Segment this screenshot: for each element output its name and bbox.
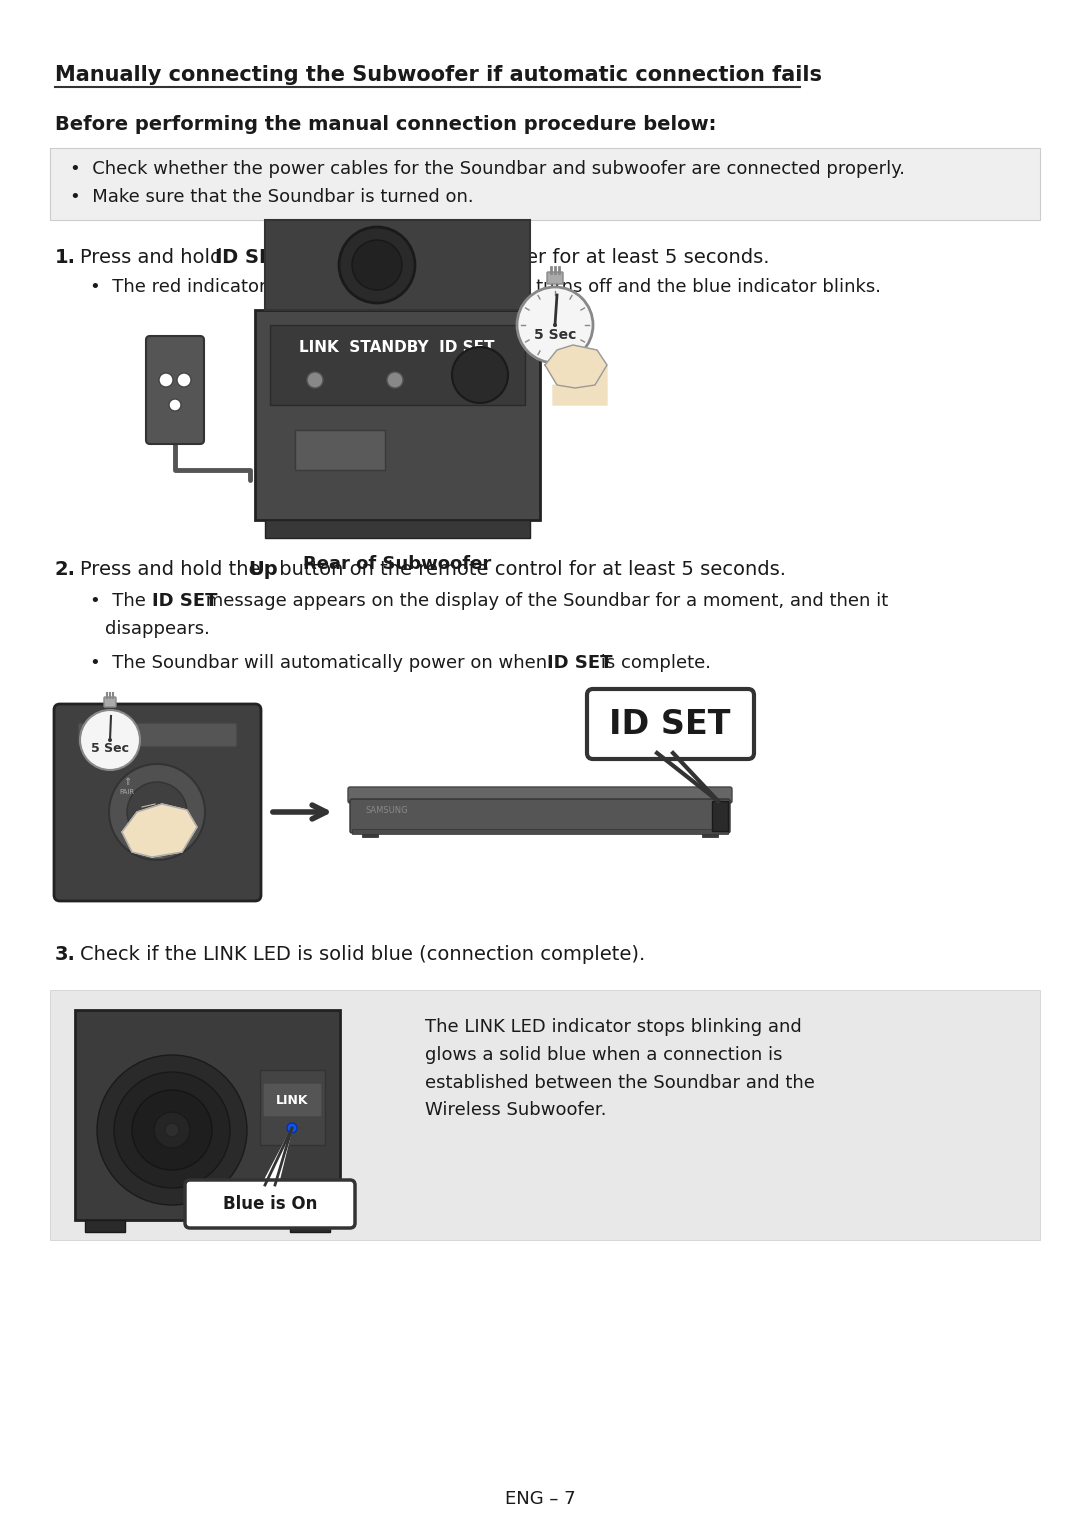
Polygon shape bbox=[657, 754, 718, 801]
Text: Press and hold the: Press and hold the bbox=[80, 561, 267, 579]
Text: SAMSUNG: SAMSUNG bbox=[365, 806, 407, 815]
Text: Before performing the manual connection procedure below:: Before performing the manual connection … bbox=[55, 115, 716, 133]
Text: The LINK LED indicator stops blinking and
glows a solid blue when a connection i: The LINK LED indicator stops blinking an… bbox=[426, 1017, 815, 1120]
FancyBboxPatch shape bbox=[85, 1219, 125, 1232]
FancyBboxPatch shape bbox=[352, 829, 728, 833]
Text: Up: Up bbox=[248, 561, 278, 579]
FancyBboxPatch shape bbox=[255, 309, 540, 519]
Circle shape bbox=[108, 738, 112, 741]
Text: Press and hold: Press and hold bbox=[80, 248, 229, 267]
Circle shape bbox=[159, 372, 173, 388]
Circle shape bbox=[165, 1123, 179, 1137]
Circle shape bbox=[307, 372, 323, 388]
FancyBboxPatch shape bbox=[702, 830, 718, 836]
Text: •  Check whether the power cables for the Soundbar and subwoofer are connected p: • Check whether the power cables for the… bbox=[70, 159, 905, 178]
Polygon shape bbox=[553, 365, 607, 404]
Text: PAIR: PAIR bbox=[120, 789, 135, 795]
Circle shape bbox=[287, 1123, 297, 1134]
FancyBboxPatch shape bbox=[291, 1219, 330, 1232]
Text: •  The red indicator on the rear of the subwoofer turns off and the blue indicat: • The red indicator on the rear of the s… bbox=[90, 277, 881, 296]
Circle shape bbox=[127, 781, 187, 843]
Text: ENG – 7: ENG – 7 bbox=[504, 1491, 576, 1507]
FancyBboxPatch shape bbox=[546, 273, 563, 283]
Circle shape bbox=[97, 1056, 247, 1206]
FancyBboxPatch shape bbox=[362, 830, 378, 836]
FancyBboxPatch shape bbox=[295, 430, 384, 470]
FancyBboxPatch shape bbox=[265, 221, 530, 309]
Text: Blue is On: Blue is On bbox=[222, 1195, 318, 1213]
FancyBboxPatch shape bbox=[712, 801, 728, 830]
Circle shape bbox=[339, 227, 415, 303]
Text: ID SET: ID SET bbox=[546, 654, 612, 673]
FancyBboxPatch shape bbox=[270, 325, 525, 404]
Circle shape bbox=[553, 323, 557, 326]
FancyBboxPatch shape bbox=[588, 689, 754, 758]
Text: •  The Soundbar will automatically power on when: • The Soundbar will automatically power … bbox=[90, 654, 553, 673]
Text: LINK  STANDBY  ID SET: LINK STANDBY ID SET bbox=[299, 340, 495, 355]
Text: •  The: • The bbox=[90, 591, 151, 610]
Circle shape bbox=[453, 348, 508, 403]
Text: 2.: 2. bbox=[55, 561, 76, 579]
Text: 1.: 1. bbox=[55, 248, 76, 267]
Polygon shape bbox=[122, 804, 197, 856]
FancyBboxPatch shape bbox=[78, 723, 237, 748]
FancyBboxPatch shape bbox=[185, 1180, 355, 1229]
Circle shape bbox=[177, 372, 191, 388]
FancyBboxPatch shape bbox=[264, 1083, 322, 1117]
Text: is complete.: is complete. bbox=[595, 654, 711, 673]
FancyBboxPatch shape bbox=[260, 1069, 325, 1144]
Circle shape bbox=[517, 286, 593, 363]
Text: •  Make sure that the Soundbar is turned on.: • Make sure that the Soundbar is turned … bbox=[70, 188, 474, 205]
FancyBboxPatch shape bbox=[146, 336, 204, 444]
Polygon shape bbox=[545, 345, 607, 388]
FancyBboxPatch shape bbox=[75, 1010, 340, 1219]
Text: Rear of Subwoofer: Rear of Subwoofer bbox=[302, 555, 491, 573]
Text: 3.: 3. bbox=[55, 945, 76, 964]
FancyBboxPatch shape bbox=[265, 519, 530, 538]
Polygon shape bbox=[262, 1128, 292, 1184]
Circle shape bbox=[114, 1072, 230, 1187]
Circle shape bbox=[109, 764, 205, 859]
Text: 5 Sec: 5 Sec bbox=[534, 328, 577, 342]
Text: ID SET: ID SET bbox=[215, 248, 285, 267]
FancyBboxPatch shape bbox=[104, 697, 116, 706]
Text: message appears on the display of the Soundbar for a moment, and then it: message appears on the display of the So… bbox=[200, 591, 888, 610]
Text: on the rear of the subwoofer for at least 5 seconds.: on the rear of the subwoofer for at leas… bbox=[260, 248, 769, 267]
FancyBboxPatch shape bbox=[50, 990, 1040, 1239]
Circle shape bbox=[132, 1089, 212, 1170]
Circle shape bbox=[80, 709, 140, 771]
Text: 5 Sec: 5 Sec bbox=[91, 741, 129, 754]
Circle shape bbox=[387, 372, 403, 388]
Text: disappears.: disappears. bbox=[105, 620, 210, 637]
Text: Manually connecting the Subwoofer if automatic connection fails: Manually connecting the Subwoofer if aut… bbox=[55, 64, 822, 84]
Text: ⇑: ⇑ bbox=[123, 777, 131, 787]
Text: ID SET: ID SET bbox=[609, 708, 731, 740]
Text: ID SET: ID SET bbox=[152, 591, 217, 610]
Circle shape bbox=[154, 1112, 190, 1147]
Text: button on the remote control for at least 5 seconds.: button on the remote control for at leas… bbox=[273, 561, 786, 579]
FancyBboxPatch shape bbox=[350, 800, 730, 833]
Text: LINK: LINK bbox=[275, 1094, 308, 1106]
Text: Check if the LINK LED is solid blue (connection complete).: Check if the LINK LED is solid blue (con… bbox=[80, 945, 645, 964]
FancyBboxPatch shape bbox=[54, 705, 261, 901]
Circle shape bbox=[352, 241, 402, 290]
Circle shape bbox=[168, 398, 181, 411]
FancyBboxPatch shape bbox=[50, 149, 1040, 221]
FancyBboxPatch shape bbox=[348, 787, 732, 803]
